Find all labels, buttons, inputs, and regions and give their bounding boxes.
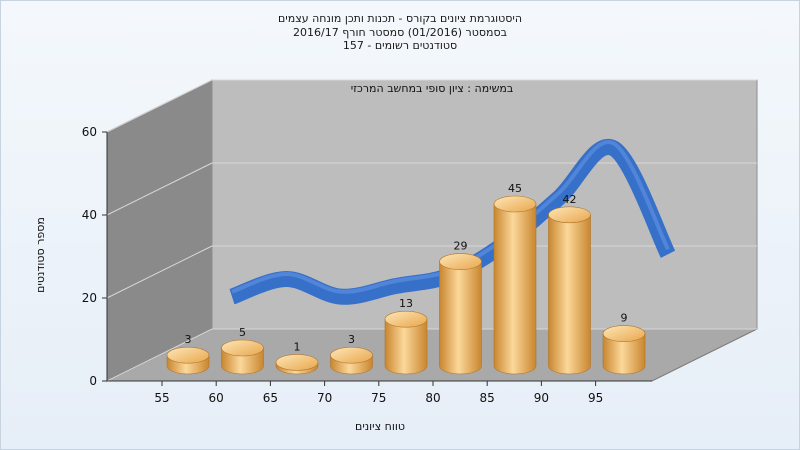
x-tick-label: 55 [154,391,169,405]
bar-value-label: 3 [185,333,192,346]
chart-subtitle-semester: בסמסטר (01/2016) סמסטר חורף 2016/17 [293,26,507,39]
bar-cap-75 [384,310,428,328]
y-tick-label: 0 [89,374,97,388]
bar-value-label: 45 [508,182,522,195]
bar-value-label: 42 [563,193,577,206]
bar-value-label: 3 [348,333,355,346]
bar-cap-55 [166,346,210,364]
back-wall [211,79,758,330]
chart-subtitle-students: סטודנטים רשומים - 157 [342,39,458,52]
x-axis-title: טווח ציונים [355,420,405,433]
bar-80 [439,261,482,375]
y-tick-label: 40 [82,208,97,222]
bar-75 [384,318,428,375]
bar-95 [602,333,646,375]
x-tick-label: 80 [425,391,440,405]
bar-cap-80 [439,253,482,270]
y-tick-label: 60 [82,125,97,139]
bar-value-label: 9 [621,312,628,325]
x-tick-label: 90 [534,391,549,405]
bar-cap-90 [548,206,591,224]
bar-cap-70 [330,346,373,364]
x-tick-label: 70 [317,391,332,405]
task-annotation: במשימה : ציון סופי במחשב המרכזי [351,82,514,95]
bar-value-label: 29 [454,240,468,253]
x-tick-label: 75 [371,391,386,405]
bar-cap-65 [275,354,319,371]
side-wall [106,79,213,382]
chart-title: היסטוגרמת ציונים בקורס - תכנות ותכן מונח… [277,12,523,25]
x-tick-label: 95 [588,391,603,405]
y-axis-title: מספר סטודנטים [34,217,47,293]
gridline-side [106,79,213,133]
bar-value-label: 1 [294,340,301,353]
bar-cap-85 [493,195,537,213]
bar-85 [493,203,537,375]
y-tick-label: 20 [82,291,97,305]
gridline-side [106,162,213,216]
bar-cap-60 [221,339,264,357]
x-tick-label: 65 [263,391,278,405]
bar-cap-95 [602,325,646,342]
bar-90 [548,214,591,375]
gridline-side [106,328,213,382]
x-tick-label: 85 [480,391,495,405]
gridline-side [106,245,213,299]
bar-value-label: 5 [239,326,246,339]
bar-value-label: 13 [399,297,413,310]
x-tick-label: 60 [209,391,224,405]
